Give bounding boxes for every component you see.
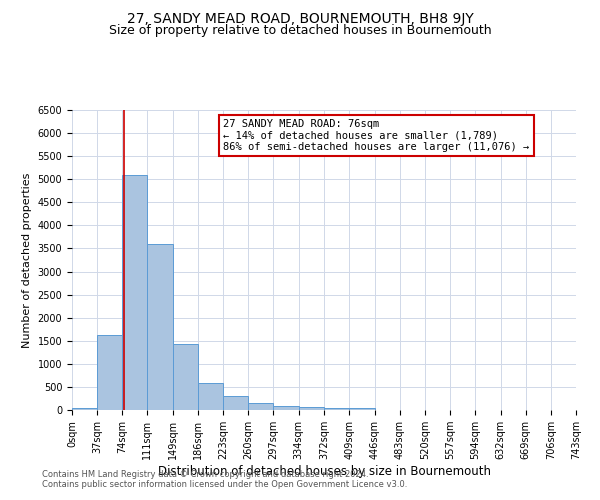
Text: Size of property relative to detached houses in Bournemouth: Size of property relative to detached ho… (109, 24, 491, 37)
Bar (325, 408, 349, 410)
Bar (349, 408, 374, 410)
Y-axis label: Number of detached properties: Number of detached properties (22, 172, 32, 348)
Bar (223, 396, 248, 410)
Bar (198, 383, 223, 410)
Bar (274, 406, 299, 410)
Bar (122, 174, 147, 410)
Bar (147, 244, 173, 410)
Bar (72, 408, 97, 410)
Text: Contains public sector information licensed under the Open Government Licence v3: Contains public sector information licen… (42, 480, 407, 489)
X-axis label: Distribution of detached houses by size in Bournemouth: Distribution of detached houses by size … (157, 465, 491, 478)
Bar (97, 335, 122, 410)
Text: 27 SANDY MEAD ROAD: 76sqm
← 14% of detached houses are smaller (1,789)
86% of se: 27 SANDY MEAD ROAD: 76sqm ← 14% of detac… (223, 119, 529, 152)
Text: Contains HM Land Registry data © Crown copyright and database right 2024.: Contains HM Land Registry data © Crown c… (42, 470, 368, 479)
Bar (173, 344, 198, 410)
Text: 27, SANDY MEAD ROAD, BOURNEMOUTH, BH8 9JY: 27, SANDY MEAD ROAD, BOURNEMOUTH, BH8 9J… (127, 12, 473, 26)
Bar (299, 407, 325, 410)
Bar (248, 403, 274, 410)
